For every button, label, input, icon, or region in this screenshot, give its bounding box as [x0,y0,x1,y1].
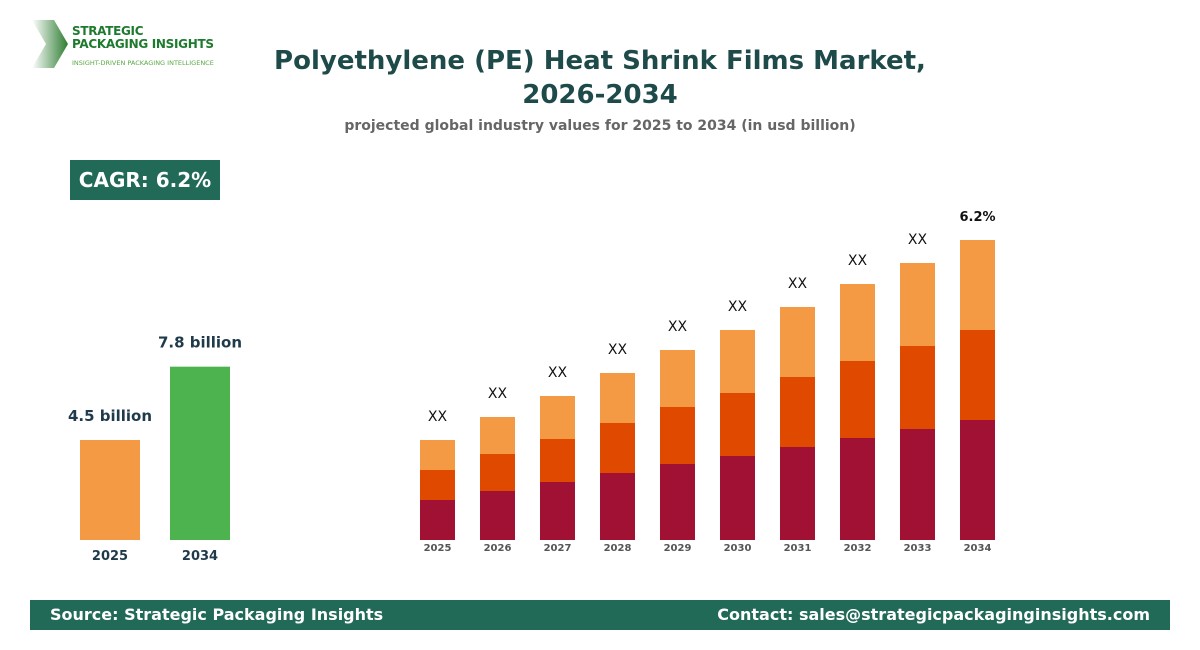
x-tick-label: 2034 [182,549,218,564]
bar-segment-2028-1 [600,423,635,473]
bar-segment-2025-2 [420,440,455,470]
bar-segment-2029-0 [660,464,695,540]
x-tick-label: 2030 [724,543,752,554]
data-label: XX [728,299,748,315]
bar-segment-2032-1 [840,361,875,438]
bar-segment-2030-1 [720,393,755,456]
data-label: XX [788,276,808,292]
bar-segment-2034-1 [960,330,995,420]
bar-segment-2030-0 [720,456,755,540]
bar-segment-2032-0 [840,438,875,540]
bar-2025 [80,440,140,540]
x-tick-label: 2026 [484,543,512,554]
bar-segment-2026-2 [480,417,515,454]
footer: Source: Strategic Packaging Insights Con… [30,600,1170,630]
bar-segment-2034-2 [960,240,995,330]
x-tick-label: 2031 [784,543,812,554]
bar-2034 [170,366,230,540]
data-label: XX [668,319,688,335]
bar-segment-2033-0 [900,429,935,540]
data-label: 7.8 billion [158,334,242,352]
bar-segment-2027-0 [540,482,575,540]
bar-segment-2033-2 [900,263,935,346]
x-tick-label: 2025 [424,543,452,554]
bar-segment-2029-2 [660,350,695,407]
x-tick-label: 2027 [544,543,572,554]
bar-segment-2026-1 [480,454,515,491]
data-label: XX [608,342,628,358]
data-label: XX [848,253,868,269]
contact-text: Contact: sales@strategicpackaginginsight… [717,605,1150,624]
bar-segment-2025-0 [420,500,455,540]
data-label: XX [548,365,568,381]
chart-title: Polyethylene (PE) Heat Shrink Films Mark… [274,46,926,110]
x-tick-label: 2032 [844,543,872,554]
x-tick-label: 2029 [664,543,692,554]
bar-segment-2028-0 [600,473,635,540]
data-label: 6.2% [959,210,995,225]
bar-segment-2031-0 [780,447,815,540]
logo-line1: STRATEGIC [72,24,144,38]
bar-segment-2027-2 [540,396,575,439]
bar-segment-2033-1 [900,346,935,429]
bar-segment-2031-2 [780,307,815,377]
bar-segment-2026-0 [480,491,515,540]
x-tick-label: 2034 [964,543,992,554]
data-label: XX [428,409,448,425]
data-label: XX [488,386,508,402]
data-label: XX [908,232,928,248]
logo: STRATEGIC PACKAGING INSIGHTS INSIGHT-DRI… [30,18,230,73]
bar-segment-2025-1 [420,470,455,500]
bar-segment-2032-2 [840,284,875,361]
logo-tagline: INSIGHT-DRIVEN PACKAGING INTELLIGENCE [72,59,214,67]
bar-segment-2030-2 [720,330,755,393]
bar-segment-2029-1 [660,407,695,464]
data-label: 4.5 billion [68,407,152,425]
bar-segment-2031-1 [780,377,815,447]
x-tick-label: 2025 [92,549,128,564]
charts: 4.5 billion 2025 7.8 billion 2034 XX 2025 XX 20… [68,210,996,564]
cagr-badge: CAGR: 6.2% [70,160,220,200]
logo-line2: PACKAGING INSIGHTS [72,37,214,51]
bar-segment-2028-2 [600,373,635,423]
chart-subtitle: projected global industry values for 202… [344,118,856,134]
x-tick-label: 2028 [604,543,632,554]
bar-segment-2027-1 [540,439,575,482]
source-text: Source: Strategic Packaging Insights [50,605,384,624]
bar-segment-2034-0 [960,420,995,540]
logo-chevron-icon [32,20,68,68]
x-tick-label: 2033 [904,543,932,554]
